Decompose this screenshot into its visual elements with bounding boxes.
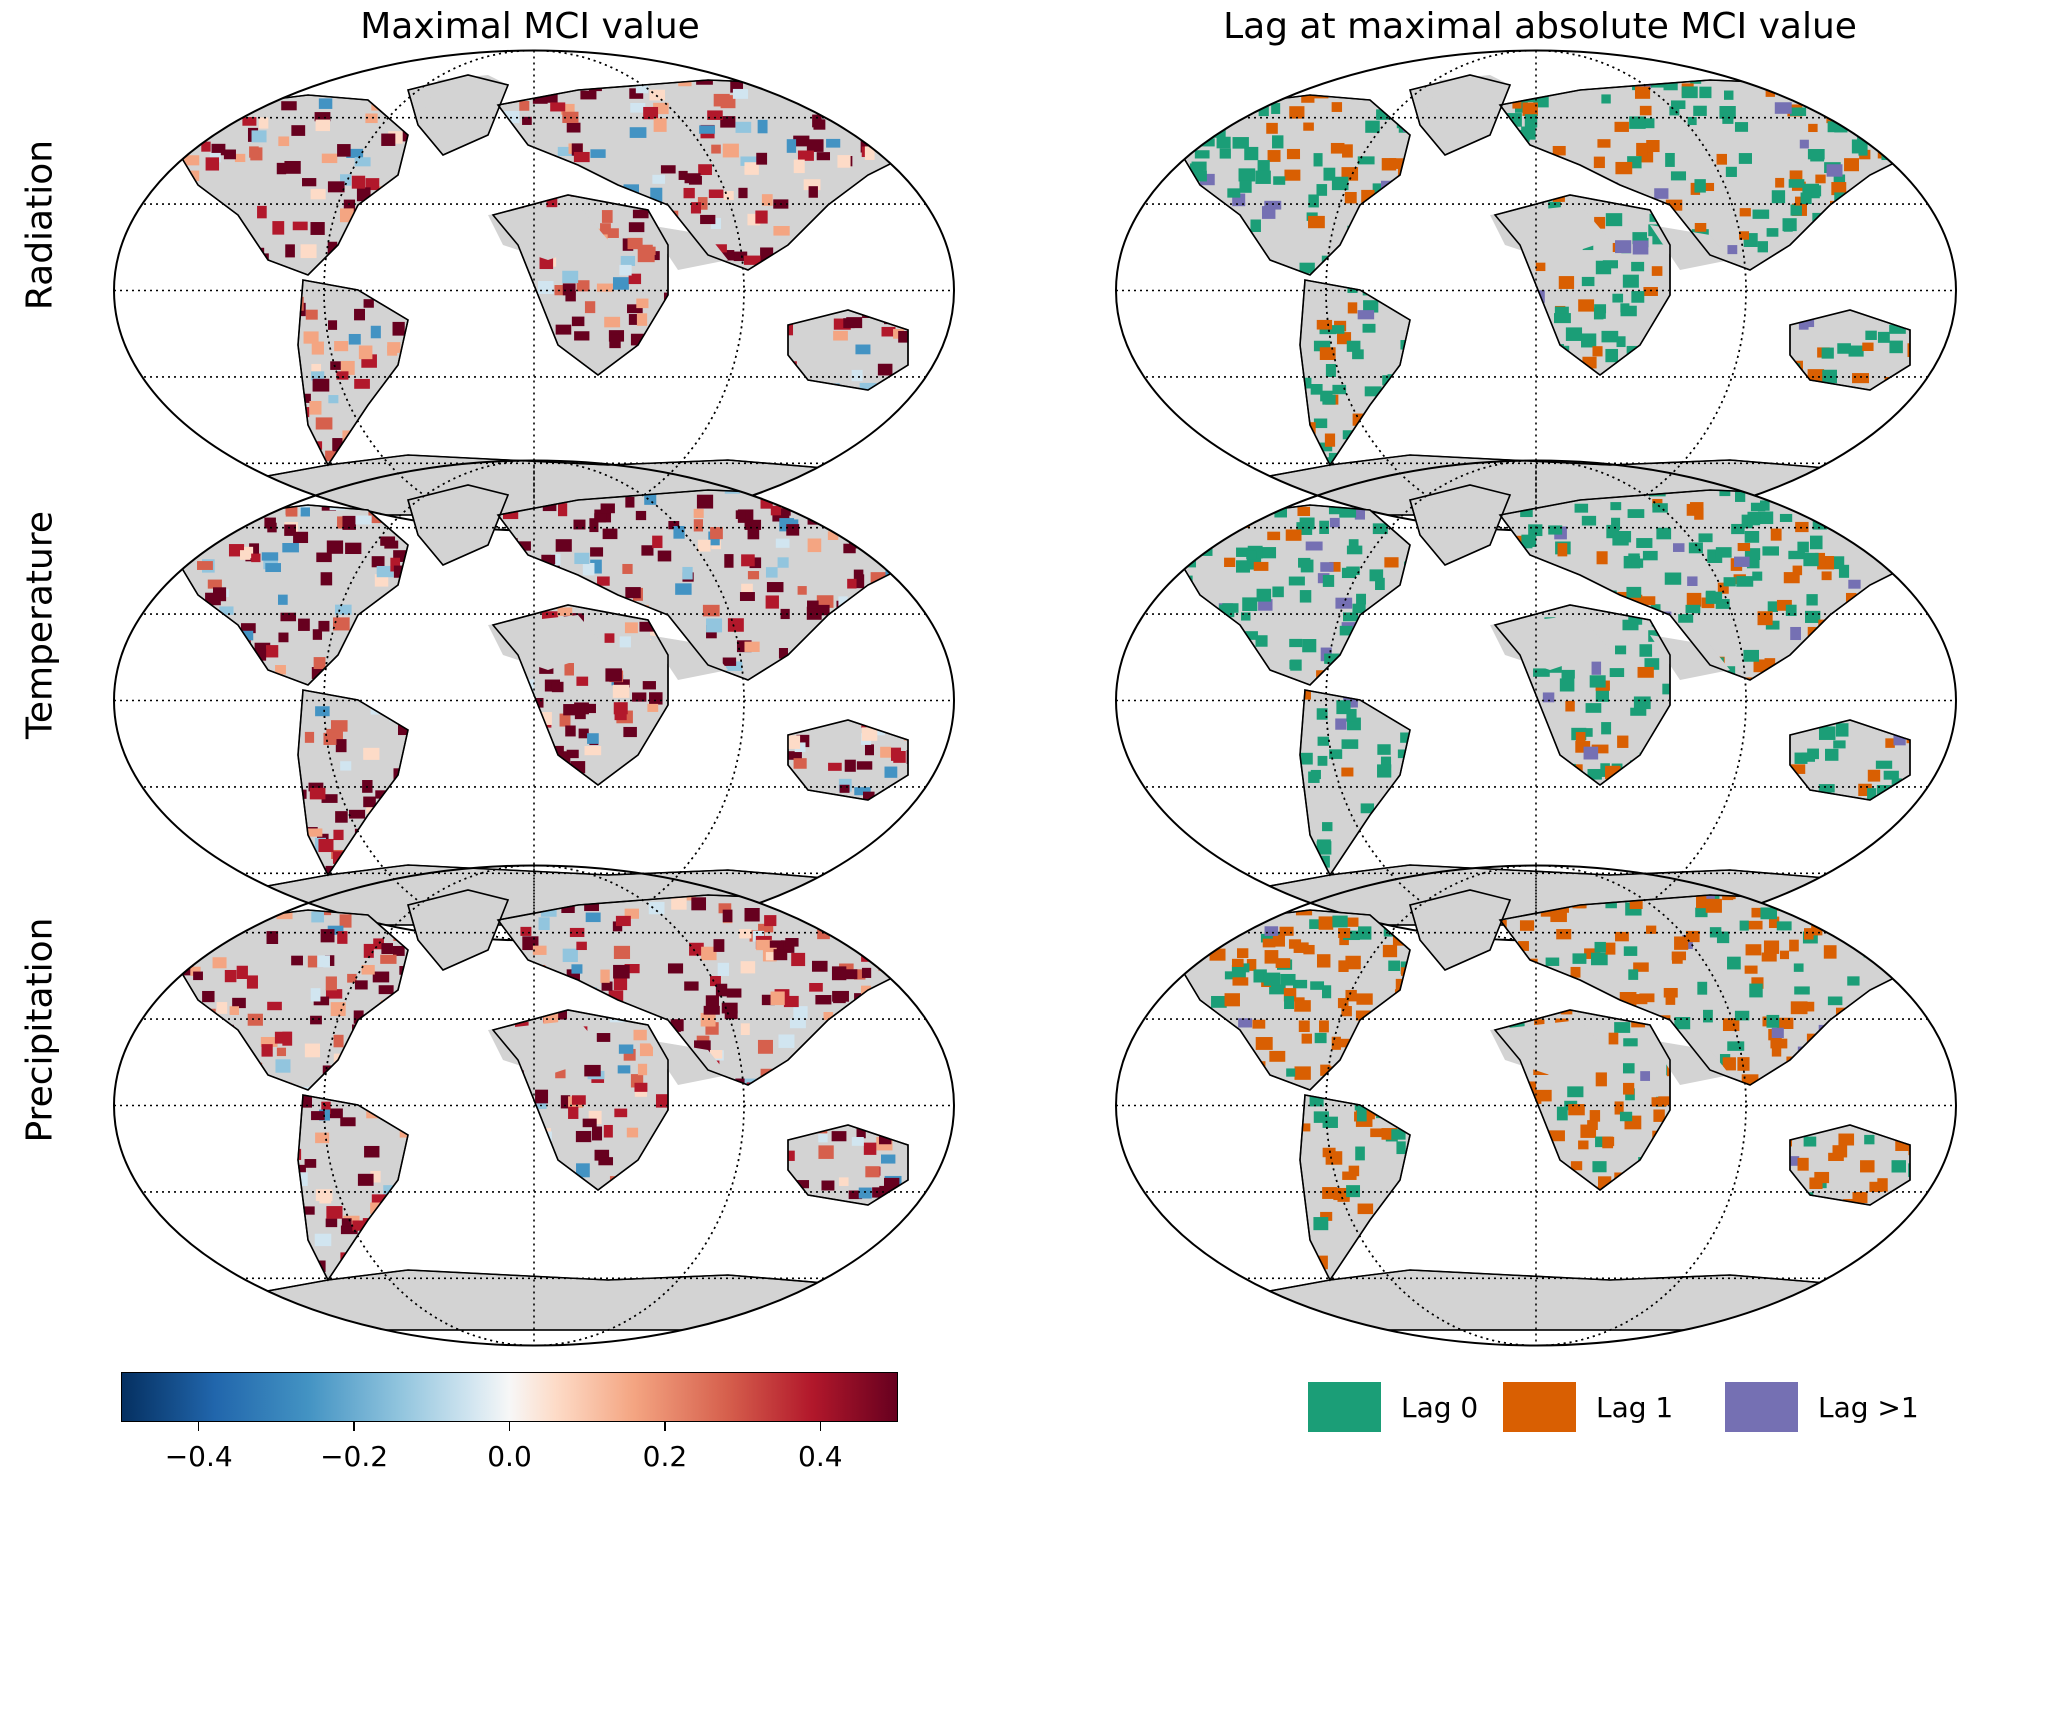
legend-label-lag1: Lag 1 xyxy=(1596,1391,1673,1424)
radiation-lag-map xyxy=(1115,49,1957,532)
right-column-title: Lag at maximal absolute MCI value xyxy=(1040,6,2040,47)
left-column-title: Maximal MCI value xyxy=(110,6,950,47)
legend-swatch-lag1 xyxy=(1503,1382,1576,1432)
colorbar-tick xyxy=(353,1422,355,1431)
legend-item-laggt1: Lag >1 xyxy=(1725,1382,1919,1432)
radiation-mci-map xyxy=(113,49,955,532)
colorbar-tick-label: 0.0 xyxy=(487,1440,532,1473)
colorbar-tick xyxy=(664,1422,666,1431)
row-label-radiation: Radiation xyxy=(20,140,61,310)
legend-swatch-laggt1 xyxy=(1725,1382,1798,1432)
row-label-temperature: Temperature xyxy=(20,511,61,739)
legend-label-lag0: Lag 0 xyxy=(1401,1391,1478,1424)
legend-label-laggt1: Lag >1 xyxy=(1818,1391,1919,1424)
colorbar-tick-label: 0.4 xyxy=(798,1440,843,1473)
mci-colorbar xyxy=(121,1372,898,1422)
colorbar-tick-label: −0.2 xyxy=(320,1440,388,1473)
precipitation-lag-map xyxy=(1115,864,1957,1347)
colorbar-tick xyxy=(819,1422,822,1431)
legend-item-lag0: Lag 0 xyxy=(1308,1382,1478,1432)
colorbar-tick-label: −0.4 xyxy=(165,1440,233,1473)
precipitation-mci-map xyxy=(113,864,955,1347)
legend-item-lag1: Lag 1 xyxy=(1503,1382,1673,1432)
row-label-precipitation: Precipitation xyxy=(20,917,61,1142)
colorbar-tick xyxy=(197,1422,200,1431)
colorbar-tick xyxy=(508,1422,511,1431)
legend-swatch-lag0 xyxy=(1308,1382,1381,1432)
colorbar-tick-label: 0.2 xyxy=(643,1440,688,1473)
